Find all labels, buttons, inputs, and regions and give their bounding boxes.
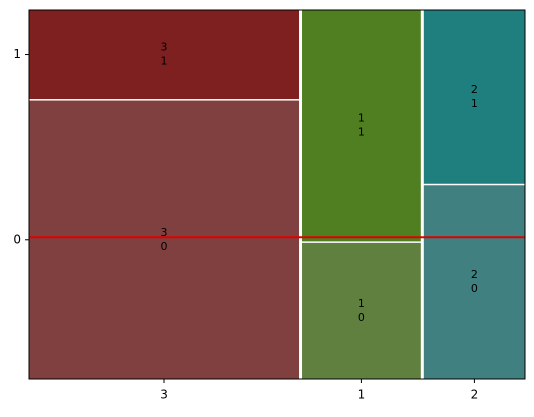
y-tick-label: 0	[13, 232, 21, 246]
cell-label: 1	[358, 112, 365, 125]
plot-frame	[28, 9, 526, 380]
cell-label: 0	[358, 311, 365, 324]
x-tick-label: 2	[471, 388, 479, 402]
cell-label: 1	[161, 55, 168, 68]
cell-label: 1	[358, 297, 365, 310]
cell-label: 2	[471, 268, 478, 281]
cell-label: 2	[471, 83, 478, 96]
mosaic-cell	[423, 185, 525, 379]
mosaic-cell	[29, 100, 300, 379]
mosaic-cell	[302, 10, 421, 242]
cell-label: 3	[161, 226, 168, 239]
cell-label: 3	[161, 41, 168, 54]
x-tick-label: 3	[160, 388, 168, 402]
x-tick-label: 1	[358, 388, 366, 402]
mosaic-cell	[302, 242, 421, 379]
mosaic-cell	[423, 10, 525, 184]
cell-label: 1	[471, 97, 478, 110]
mosaic-cell	[29, 10, 300, 100]
cell-label: 0	[161, 240, 168, 253]
cell-label: 1	[358, 126, 365, 139]
cell-label: 0	[471, 282, 478, 295]
y-tick-label: 1	[13, 47, 21, 61]
